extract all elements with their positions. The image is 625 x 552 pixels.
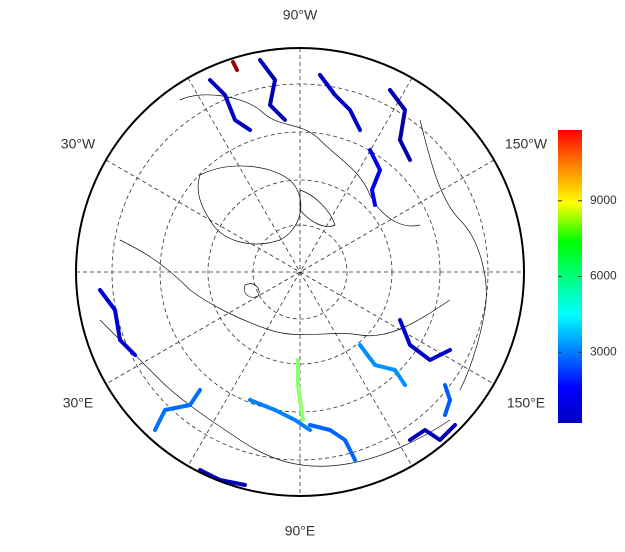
meridian: [105, 159, 495, 385]
river: [198, 468, 247, 487]
meridian-label: 90°W: [283, 7, 318, 23]
river: [318, 73, 362, 132]
river: [248, 398, 312, 432]
river: [408, 423, 457, 442]
river: [153, 388, 202, 432]
river: [388, 88, 412, 162]
river: [398, 318, 452, 362]
colorbar-ticks: 3000 6000 9000: [558, 193, 617, 358]
meridian-label: 30°E: [63, 395, 94, 411]
river: [308, 423, 357, 462]
river: [358, 343, 407, 387]
map-body: [76, 48, 524, 496]
river: [443, 383, 452, 417]
meridians: [76, 48, 524, 496]
colorbar-tick-label: 3000: [590, 344, 617, 358]
river: [208, 78, 252, 132]
meridian-label: 90°E: [285, 523, 316, 539]
colorbar-tick-label: 6000: [590, 269, 617, 283]
river: [98, 288, 137, 357]
meridian-label: 150°W: [505, 136, 548, 152]
river: [258, 58, 287, 122]
meridian-label: 30°W: [61, 136, 96, 152]
map-frame: [75, 47, 525, 497]
rivers: [98, 58, 457, 487]
meridian-label: 150°E: [507, 395, 545, 411]
river: [368, 148, 382, 207]
colorbar-tick-label: 9000: [590, 193, 617, 207]
coastlines: [99, 94, 487, 467]
river: [231, 60, 239, 72]
river: [296, 358, 305, 422]
